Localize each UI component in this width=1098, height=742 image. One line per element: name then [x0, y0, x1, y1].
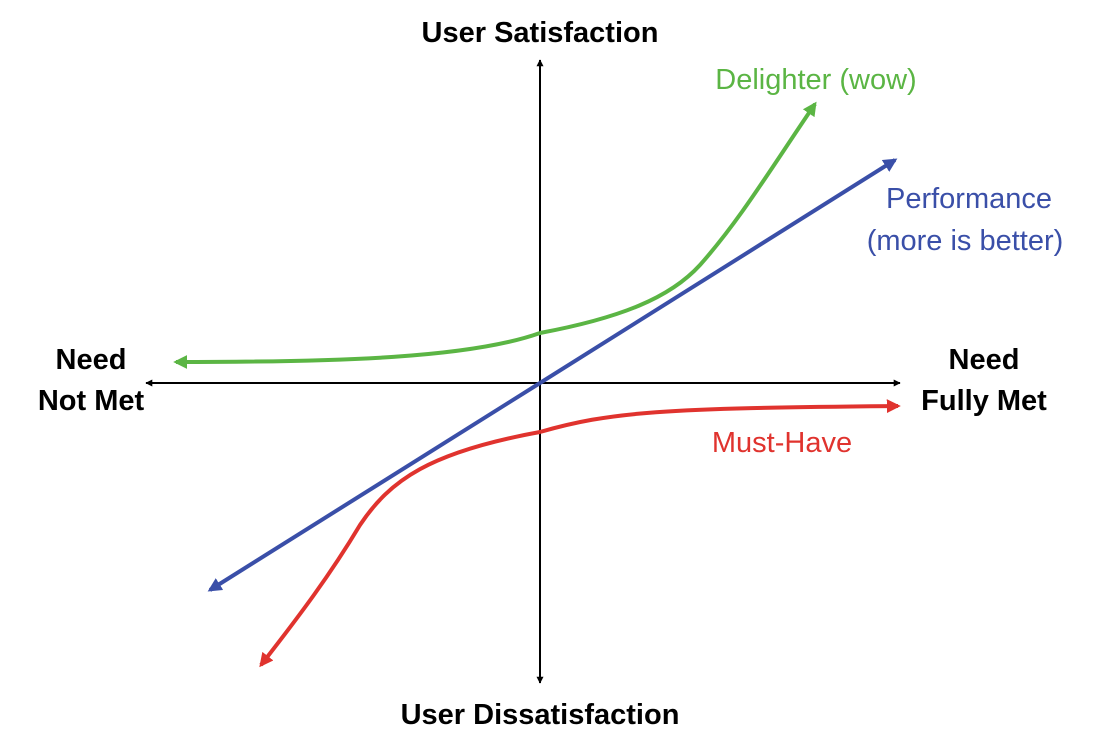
performance-label-line1: Performance: [886, 183, 1052, 215]
right-axis-label-line2: Fully Met: [921, 385, 1047, 417]
performance-label-line2: (more is better): [867, 225, 1064, 257]
delighter-curve-left: [173, 331, 541, 369]
right-axis-label-line1: Need: [949, 344, 1020, 376]
must-have-label: Must-Have: [712, 427, 852, 459]
left-axis-label-line1: Need: [56, 344, 127, 376]
bottom-axis-label: User Dissatisfaction: [401, 699, 680, 731]
delighter-curve: [539, 101, 817, 335]
must-have-curve-lower: [259, 430, 541, 668]
performance-line-lower: [207, 381, 542, 592]
performance-line: [538, 158, 898, 385]
left-axis-label-line2: Not Met: [38, 385, 145, 417]
delighter-label: Delighter (wow): [715, 64, 916, 96]
must-have-curve: [539, 399, 901, 434]
top-axis-label: User Satisfaction: [422, 17, 659, 49]
